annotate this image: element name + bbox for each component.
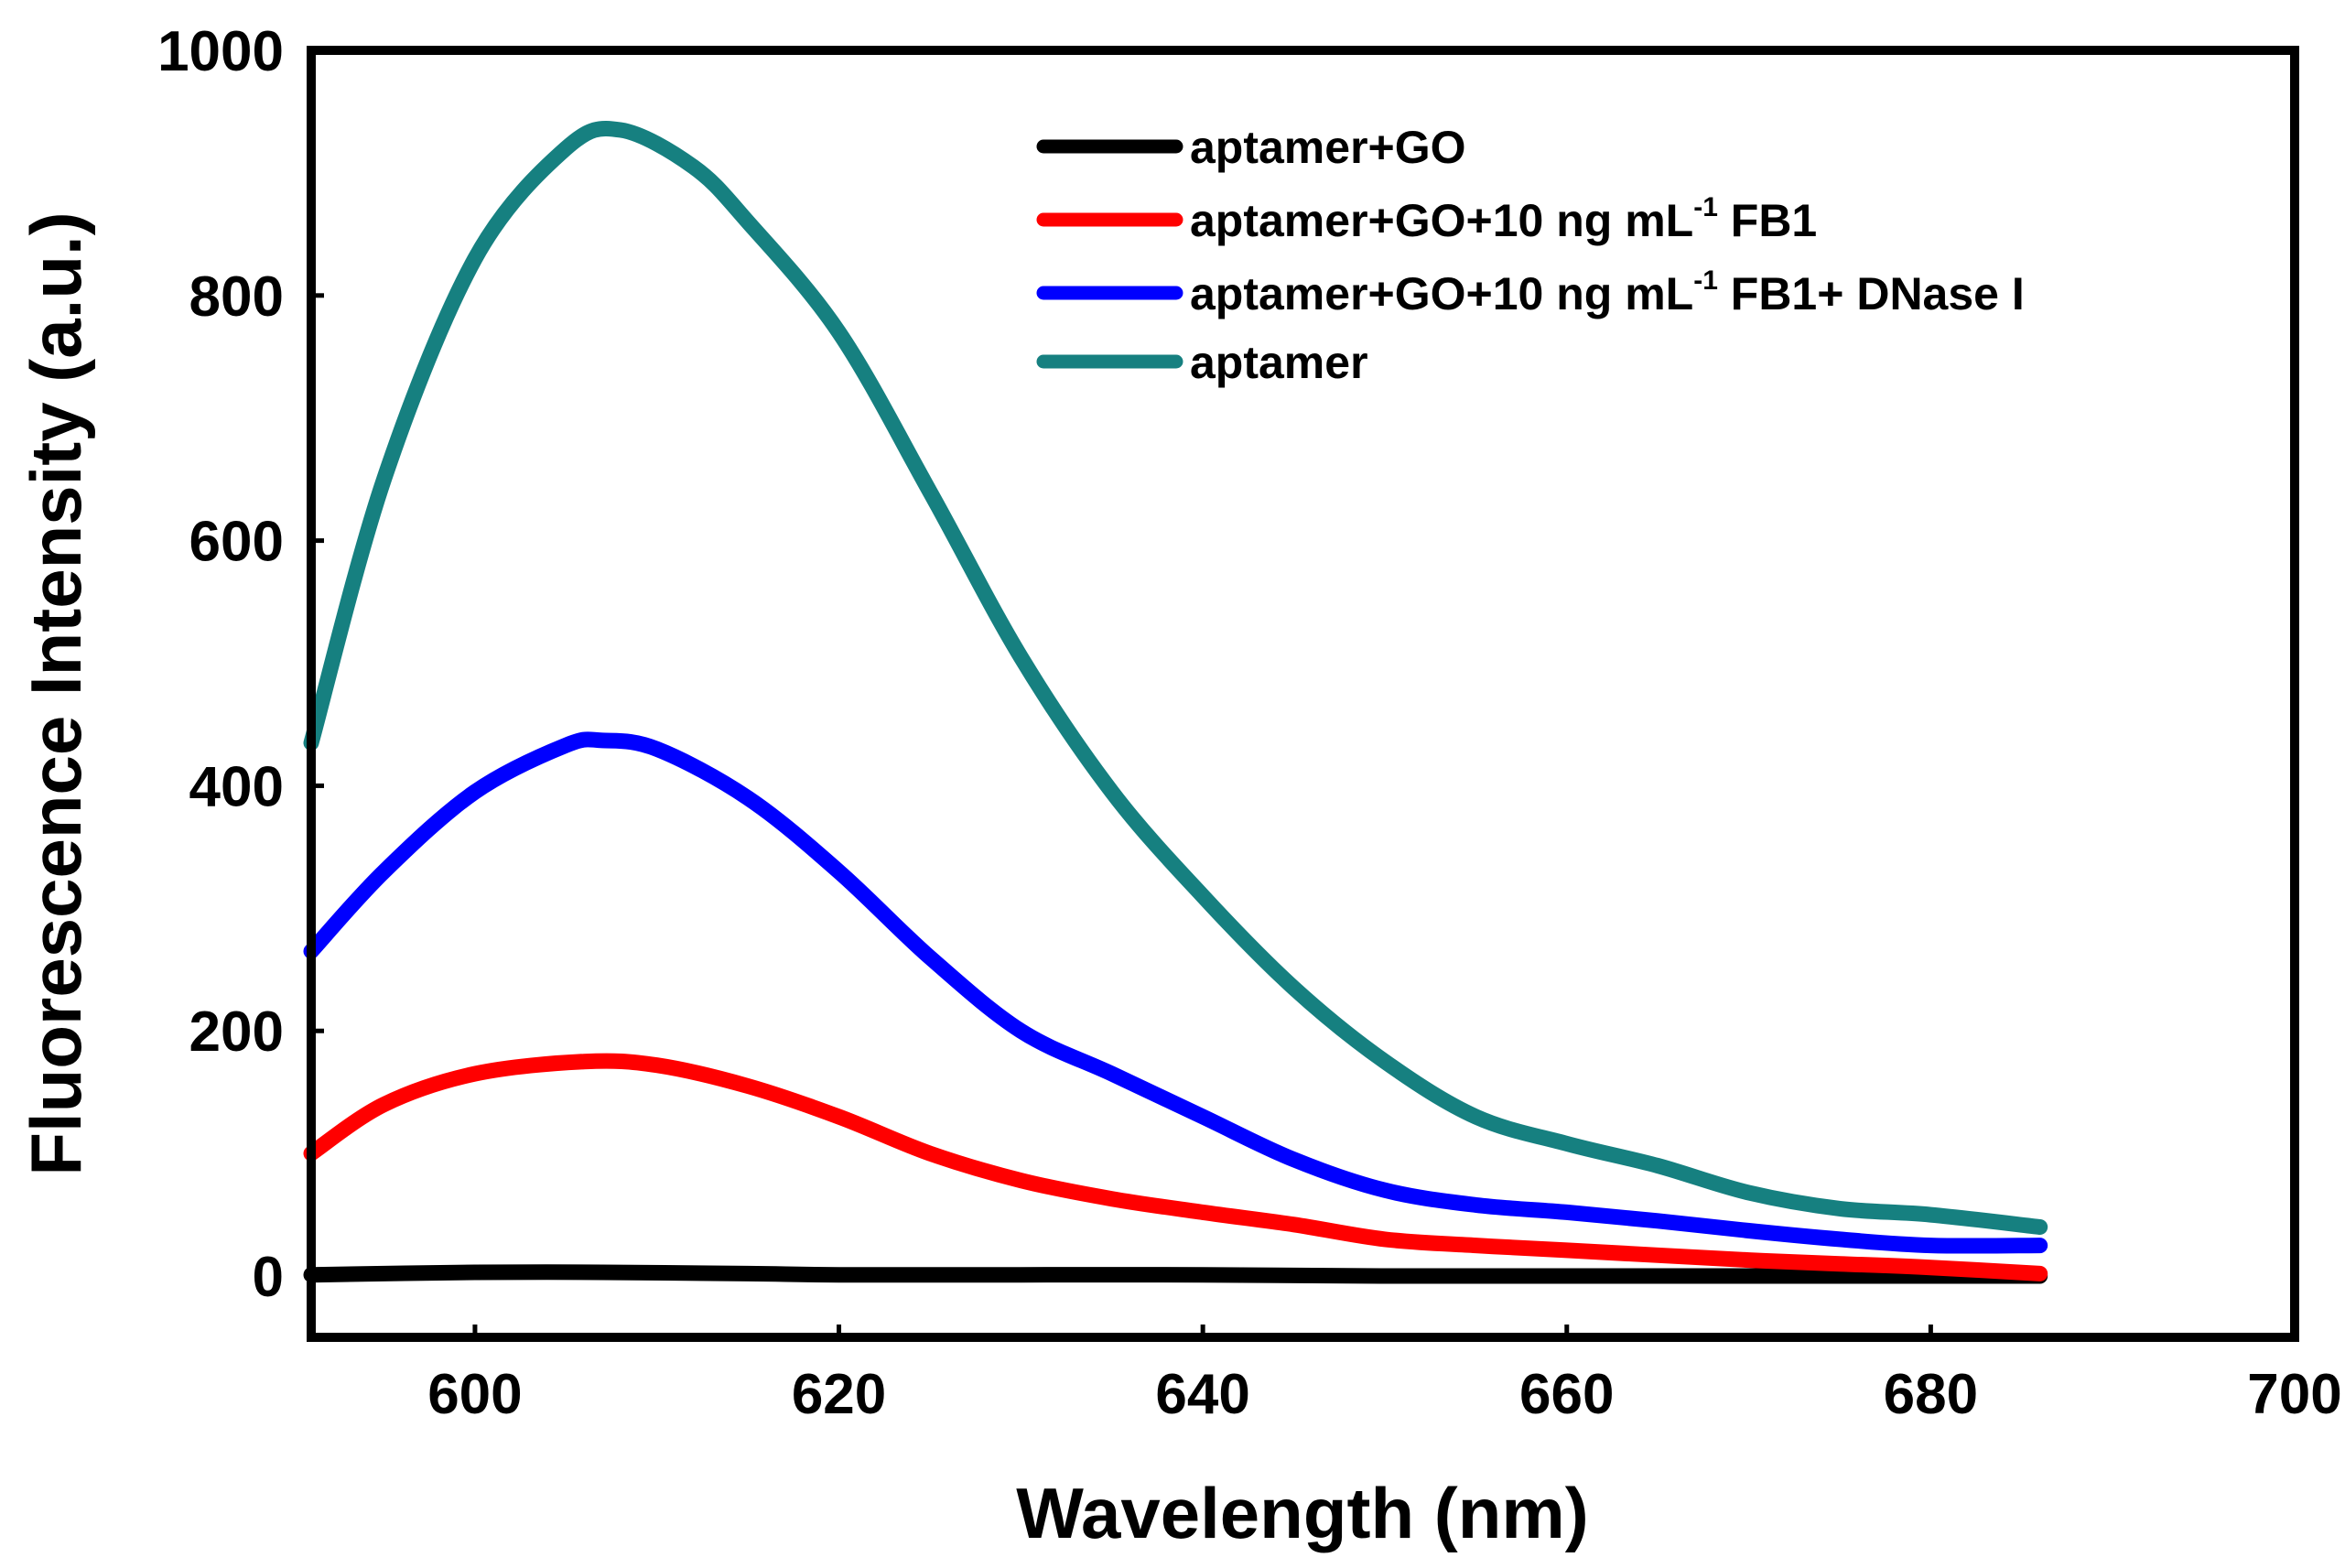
x-axis-title: Wavelength (nm)	[1016, 1473, 1588, 1553]
x-tick-label-1: 620	[792, 1363, 886, 1426]
y-tick-label-3: 600	[189, 511, 284, 574]
y-tick-label-0: 0	[253, 1246, 284, 1309]
y-tick-label-2: 400	[189, 755, 284, 818]
legend-label-1: aptamer+GO+10 ng mL-1 FB1	[1190, 192, 1817, 246]
series-line-1	[303, 1053, 2048, 1281]
legend-label-3: aptamer	[1190, 337, 1368, 388]
legend-label-0: aptamer+GO	[1190, 122, 1466, 173]
x-tick-label-3: 660	[1519, 1363, 1614, 1426]
legend-label-2: aptamer+GO+10 ng mL-1 FB1+ DNase I	[1190, 265, 2025, 319]
x-tick-label-5: 700	[2247, 1363, 2341, 1426]
plot-frame	[307, 46, 2299, 1342]
ticks-layer: 0 200 400 600 800 1000 600 620 640 660 680 700	[157, 20, 2342, 1426]
series-layer	[303, 121, 2048, 1284]
series-line-0	[303, 1264, 2048, 1284]
y-tick-label-5: 1000	[157, 20, 284, 83]
y-axis-title: Fluorescence Intensity (a.u.)	[16, 211, 96, 1175]
series-line-2	[303, 731, 2048, 1254]
y-tick-label-4: 800	[189, 265, 284, 329]
legend: aptamer+GO aptamer+GO+10 ng mL-1 FB1 aptam…	[1036, 122, 2025, 388]
x-tick-label-4: 680	[1884, 1363, 1978, 1426]
x-tick-label-2: 640	[1155, 1363, 1249, 1426]
x-tick-label-0: 600	[427, 1363, 522, 1426]
series-line-3	[303, 121, 2048, 1235]
y-tick-label-1: 200	[189, 1000, 284, 1064]
